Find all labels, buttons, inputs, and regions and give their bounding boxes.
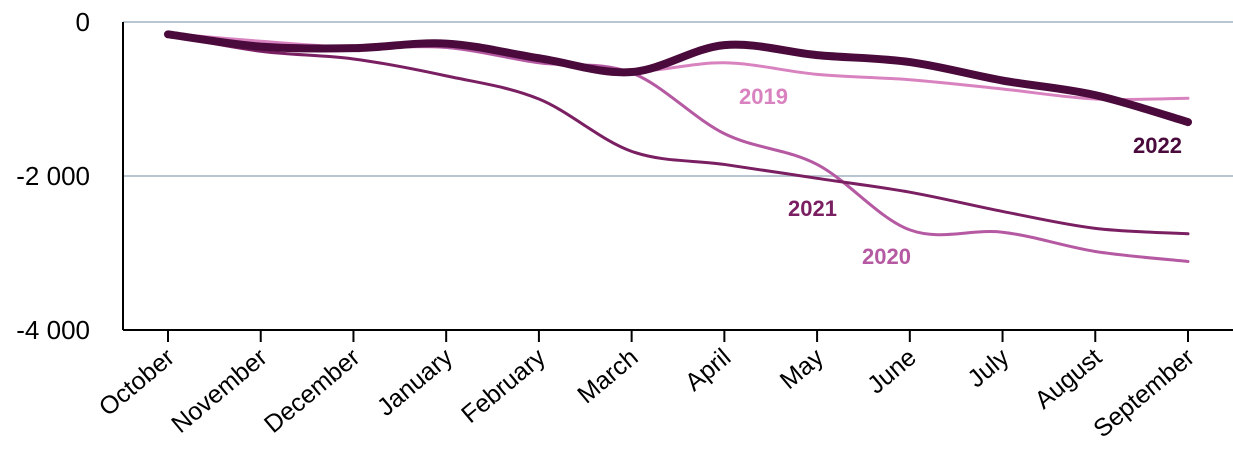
series-label-2021: 2021 [788, 196, 837, 221]
series-line-2019 [166, 32, 1190, 102]
x-tick-label: November [166, 343, 272, 439]
series-label-2019: 2019 [739, 84, 788, 109]
x-tick-label: April [680, 343, 736, 397]
y-axis-ticks: 0 -2 000 -4 000 [16, 7, 90, 345]
x-tick-label: December [259, 343, 365, 439]
y-tick-label: -4 000 [16, 315, 90, 345]
series-labels: 2019 2020 2021 2022 [739, 84, 1182, 269]
series-line-2021 [166, 33, 1190, 236]
x-tick-label: July [962, 343, 1014, 393]
x-tick-label: January [372, 343, 459, 422]
x-tick-label: May [775, 343, 830, 395]
x-tick-label: March [572, 343, 643, 409]
x-tick-label: June [862, 343, 922, 399]
series-label-2022: 2022 [1133, 133, 1182, 158]
gridlines [123, 21, 1233, 177]
series-label-2020: 2020 [862, 244, 911, 269]
y-tick-label: -2 000 [16, 161, 90, 191]
x-tick-label: February [456, 343, 551, 429]
x-tick-label: August [1029, 343, 1107, 415]
y-tick-label: 0 [76, 7, 90, 37]
series-lines [164, 30, 1192, 263]
x-tick-label: September [1088, 343, 1200, 443]
x-tick-label: October [94, 343, 180, 422]
series-line-2022 [164, 30, 1192, 127]
